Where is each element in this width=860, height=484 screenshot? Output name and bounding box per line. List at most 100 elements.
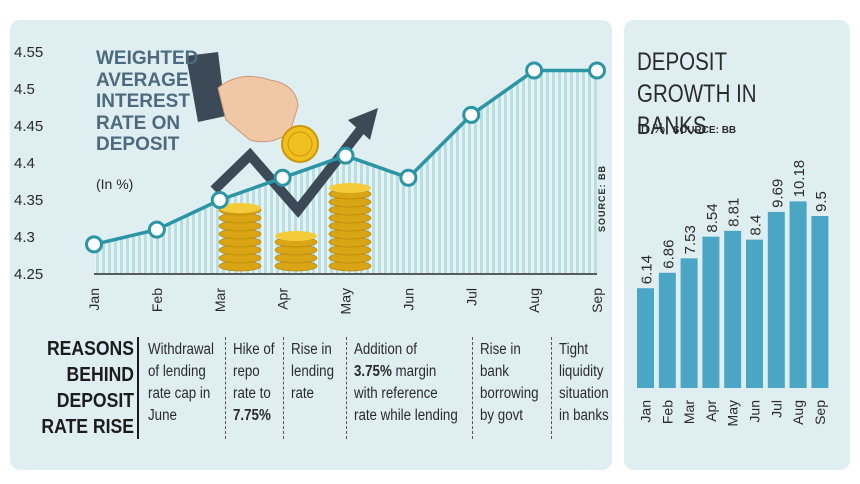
x-tick-label: Mar xyxy=(212,288,228,312)
data-point xyxy=(399,168,418,187)
bar xyxy=(702,236,720,388)
reason-line: repo xyxy=(233,363,260,380)
reason-separator xyxy=(472,337,473,439)
reason-line: rate while lending xyxy=(354,407,458,424)
reason-line: 7.75% xyxy=(233,407,271,424)
bar-value-label: 8.54 xyxy=(704,203,721,232)
reasons-heading-line: BEHIND xyxy=(66,364,134,386)
deposit-growth-title: DEPOSIT GROWTH IN BANKS xyxy=(637,48,757,140)
y-tick-label: 4.55 xyxy=(14,44,43,61)
bar xyxy=(746,239,763,388)
reason-item: Withdrawal of lending rate cap in June xyxy=(148,339,214,427)
reason-line: Addition of xyxy=(354,341,417,358)
reason-item: Hike of repo rate to 7.75% xyxy=(233,339,274,427)
bar-value-label: 6.14 xyxy=(639,255,656,284)
data-point xyxy=(85,235,103,254)
y-tick-label: 4.25 xyxy=(14,266,43,283)
bar xyxy=(767,211,785,388)
bar-category-label: Mar xyxy=(681,400,697,424)
reasons-divider xyxy=(137,337,139,439)
bar xyxy=(658,272,676,388)
data-point xyxy=(525,61,544,80)
hand-coin-icon xyxy=(186,52,319,163)
x-tick-label: Jan xyxy=(86,288,102,311)
x-tick-label: Jul xyxy=(463,288,479,306)
reason-line: liquidity xyxy=(559,363,604,380)
reason-line: bank xyxy=(480,363,509,380)
y-tick-label: 4.5 xyxy=(14,81,35,98)
reason-line: rate to xyxy=(233,385,271,402)
reasons-heading-line: RATE RISE xyxy=(41,416,134,438)
x-tick-label: Aug xyxy=(526,288,542,313)
reason-line: Rise in xyxy=(480,341,521,358)
bar-category-label: Aug xyxy=(790,400,806,425)
reason-separator xyxy=(551,337,552,439)
reasons-heading-line: REASONS xyxy=(46,338,134,360)
interest-rate-source: SOURCE: BB xyxy=(597,164,607,232)
bar-category-label: Jun xyxy=(747,400,763,423)
deposit-growth-source: SOURCE: BB xyxy=(672,125,737,136)
y-tick-label: 4.45 xyxy=(14,118,43,135)
coin-stack-icon xyxy=(218,203,262,272)
reason-line: rate xyxy=(291,385,314,402)
deposit-growth-unit: In %; xyxy=(637,120,669,136)
data-point xyxy=(273,168,292,187)
reason-line: with reference xyxy=(354,385,438,402)
reason-item: Tight liquidity situation in banks xyxy=(559,339,609,427)
interest-rate-chart-unit: (In %) xyxy=(96,176,134,192)
bar-category-label: Sep xyxy=(812,400,828,425)
reason-line: of lending xyxy=(148,363,206,380)
reason-separator xyxy=(283,337,284,439)
data-point xyxy=(336,146,355,165)
reasons-heading: REASONS BEHIND DEPOSIT RATE RISE xyxy=(41,336,134,440)
y-tick-label: 4.3 xyxy=(14,229,35,246)
interest-rate-chart-title: WEIGHTED AVERAGE INTEREST RATE ON DEPOSI… xyxy=(96,48,199,155)
bar xyxy=(724,230,742,388)
reason-line: borrowing xyxy=(480,385,539,402)
x-tick-label: Feb xyxy=(149,288,165,312)
bar xyxy=(680,258,698,388)
bar-category-label: May xyxy=(725,400,741,426)
coin-stack-icon xyxy=(274,231,318,272)
bar-category-label: Apr xyxy=(703,400,719,422)
reason-line: Rise in xyxy=(291,341,332,358)
reason-separator xyxy=(346,337,347,439)
x-tick-label: May xyxy=(338,288,354,314)
reason-item: Rise in lending rate xyxy=(291,339,334,405)
reason-line: Withdrawal xyxy=(148,341,214,358)
reason-item: Rise in bank borrowing by govt xyxy=(480,339,539,427)
reason-line: Tight xyxy=(559,341,589,358)
bar-value-label: 10.18 xyxy=(791,160,808,198)
bar xyxy=(811,216,829,388)
bar xyxy=(637,288,654,388)
x-tick-label: Sep xyxy=(589,288,605,313)
reason-line: 3.75% margin xyxy=(354,363,437,380)
y-tick-label: 4.35 xyxy=(14,192,43,209)
reason-line: rate cap in xyxy=(148,385,211,402)
reason-item: Addition of 3.75% margin with reference … xyxy=(354,339,458,427)
reason-line: situation xyxy=(559,385,609,402)
coin-stack-icon xyxy=(328,183,372,272)
x-tick-label: Jun xyxy=(400,288,416,311)
reason-line: June xyxy=(148,407,177,424)
reason-line: by govt xyxy=(480,407,523,424)
bar-value-label: 8.4 xyxy=(748,215,765,236)
reasons-heading-line: DEPOSIT xyxy=(56,390,134,412)
y-tick-label: 4.4 xyxy=(14,155,35,172)
reason-line: in banks xyxy=(559,407,609,424)
bar xyxy=(789,201,807,388)
bar-category-label: Jan xyxy=(638,400,654,423)
deposit-growth-unit-source: In %; SOURCE: BB xyxy=(637,120,736,136)
bar-value-label: 6.86 xyxy=(660,240,677,269)
bar-category-label: Feb xyxy=(659,400,675,424)
bar-value-label: 9.69 xyxy=(769,179,786,208)
data-point xyxy=(462,105,481,124)
reason-line: Hike of xyxy=(233,341,275,358)
data-point xyxy=(210,191,229,209)
reason-emphasis: 3.75% xyxy=(354,363,392,380)
reason-separator xyxy=(225,337,226,439)
bar-value-label: 7.53 xyxy=(682,225,699,254)
data-point xyxy=(588,61,606,80)
